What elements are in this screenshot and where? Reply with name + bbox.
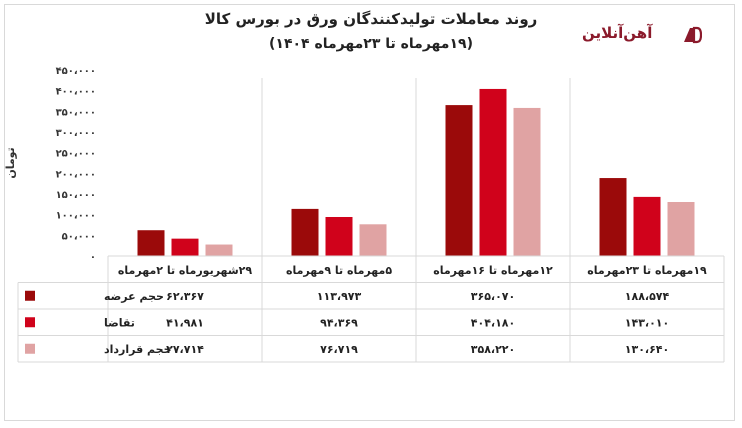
legend-series-name: حجم عرضه (104, 290, 164, 303)
bar (667, 202, 695, 256)
bar (479, 88, 507, 256)
legend-swatch (25, 290, 35, 301)
category-label: ۱۹مهرماه تا ۲۳مهرماه (587, 264, 707, 277)
chart-title: روند معاملات تولیدکنندگان ورق در بورس کا… (204, 10, 538, 28)
brand-logo-icon (684, 26, 702, 44)
brand-logo-text: آهن‌آنلاین (582, 24, 653, 42)
table-value: ۳۵۸،۲۲۰ (471, 343, 515, 356)
table-value: ۹۴،۳۶۹ (320, 316, 358, 329)
y-tick-label: ۱۰۰،۰۰۰ (56, 211, 96, 222)
legend-series-name: حجم قرارداد (104, 343, 172, 356)
table-value: ۷۶،۷۱۹ (320, 343, 358, 356)
bar (599, 178, 627, 256)
brand-logo: آهن‌آنلاین (582, 24, 702, 48)
table-value: ۱۳۰،۶۴۰ (625, 343, 669, 356)
y-tick-label: ۴۰۰،۰۰۰ (56, 87, 96, 98)
category-label: ۱۲مهرماه تا ۱۶مهرماه (433, 264, 553, 277)
table-value: ۶۲،۳۶۷ (166, 290, 204, 303)
category-label: ۲۹شهریورماه تا ۲مهرماه (118, 264, 252, 277)
bar (325, 216, 353, 256)
y-tick-label: ۲۰۰،۰۰۰ (56, 169, 96, 180)
table-value: ۲۷،۷۱۴ (166, 343, 204, 356)
legend-series-name: تقاضا (104, 316, 135, 329)
bar (137, 230, 165, 256)
table-value: ۱۸۸،۵۷۴ (625, 290, 670, 303)
y-tick-label: ۴۵۰،۰۰۰ (56, 66, 96, 77)
y-tick-label: ۳۰۰،۰۰۰ (56, 128, 96, 139)
bar (513, 107, 541, 256)
bar (633, 196, 661, 256)
category-label: ۵مهرماه تا ۹مهرماه (286, 264, 392, 277)
table-value: ۴۱،۹۸۱ (166, 316, 204, 329)
table-value: ۴۰۴،۱۸۰ (471, 316, 515, 329)
y-tick-label: ۳۵۰،۰۰۰ (56, 107, 96, 118)
bar (171, 238, 199, 256)
bar (359, 224, 387, 256)
bar (291, 208, 319, 256)
table-value: ۱۱۳،۹۷۳ (317, 290, 362, 303)
y-tick-label: ۰ (90, 252, 96, 263)
y-tick-label: ۲۵۰،۰۰۰ (56, 149, 96, 160)
legend-swatch (25, 317, 35, 328)
table-value: ۱۴۳،۰۱۰ (625, 316, 669, 329)
y-axis-label: تومان (4, 147, 17, 178)
bar (205, 244, 233, 256)
table-value: ۳۶۵،۰۷۰ (471, 290, 515, 303)
chart-subtitle: (۱۹مهرماه تا ۲۳مهرماه ۱۴۰۴) (269, 36, 473, 52)
bar (445, 105, 473, 256)
legend-swatch (25, 343, 35, 354)
y-tick-label: ۵۰،۰۰۰ (62, 231, 96, 242)
y-tick-label: ۱۵۰،۰۰۰ (56, 190, 96, 201)
